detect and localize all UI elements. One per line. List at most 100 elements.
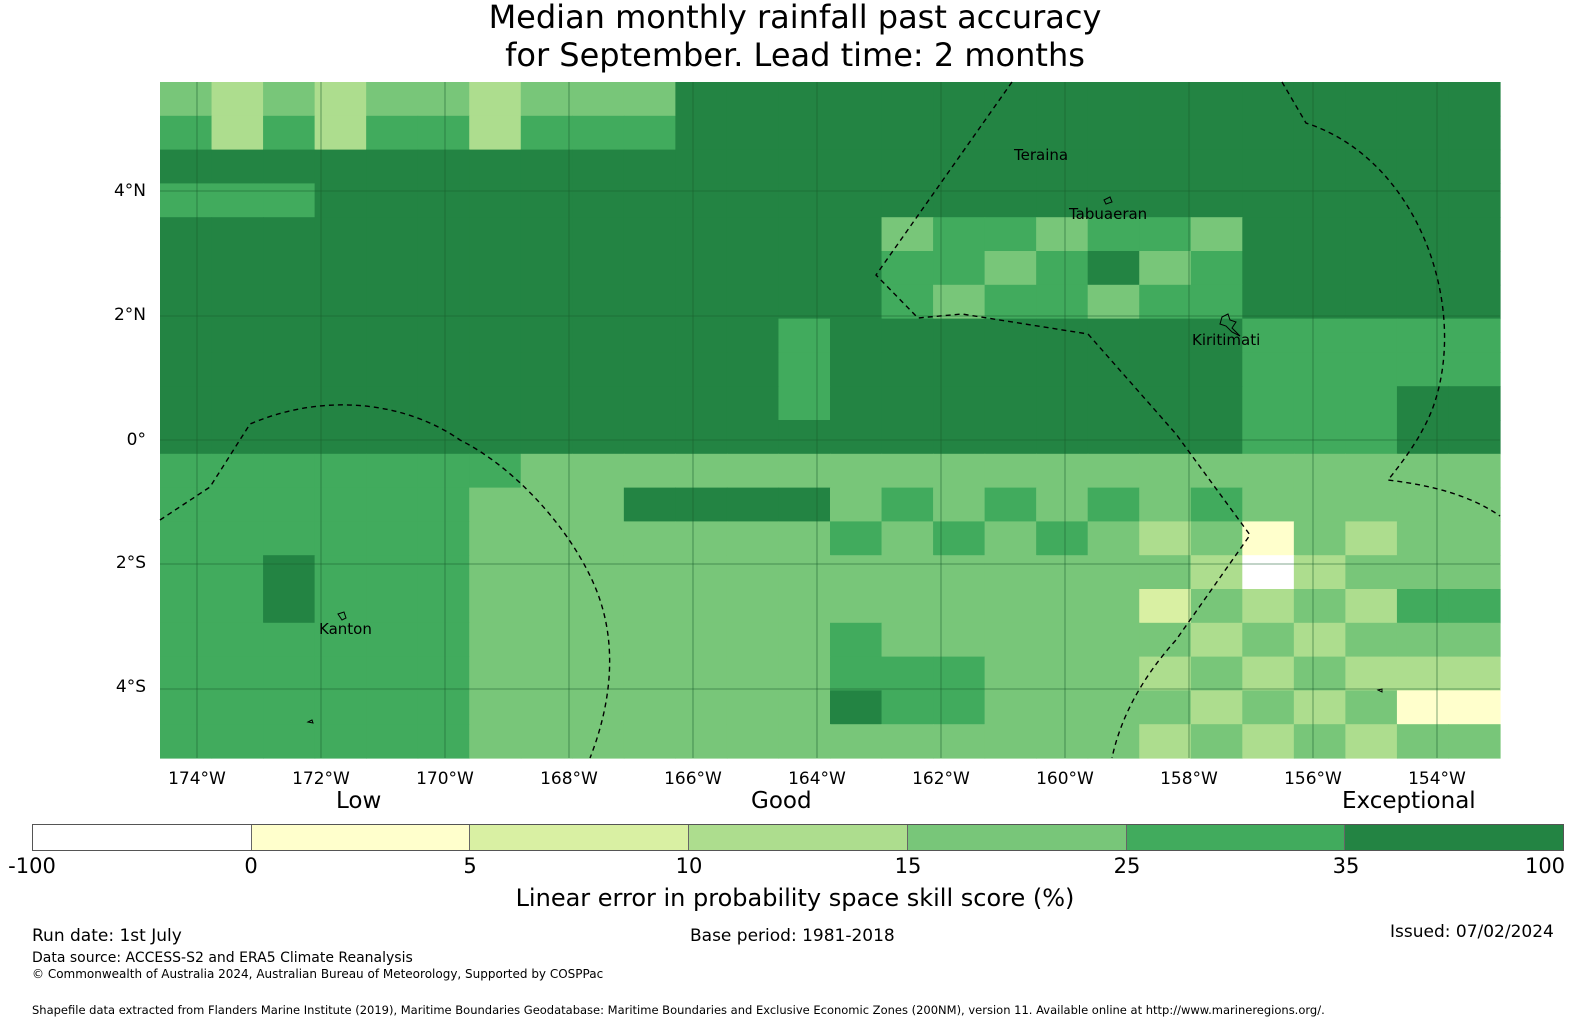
grid-cell <box>726 251 780 286</box>
grid-cell <box>1036 420 1089 455</box>
grid-cell <box>1345 386 1398 421</box>
grid-cell <box>314 217 367 252</box>
grid-cell <box>1396 217 1450 252</box>
grid-cell <box>520 251 573 286</box>
grid-cell <box>263 690 316 725</box>
grid-cell <box>572 217 625 252</box>
colorbar <box>32 824 1564 851</box>
grid-cell <box>1087 555 1140 590</box>
grid-cell <box>263 82 316 117</box>
grid-cell <box>1139 690 1192 725</box>
grid-cell <box>160 622 213 658</box>
skill-grid <box>160 82 1501 759</box>
grid-cell <box>1448 284 1501 320</box>
grid-cell <box>314 453 367 489</box>
grid-cell <box>160 453 213 489</box>
grid-cell <box>1036 386 1089 421</box>
grid-cell <box>726 487 780 522</box>
grid-cell <box>1190 284 1243 320</box>
grid-cell <box>623 420 676 455</box>
grid-cell <box>881 487 934 522</box>
grid-cell <box>726 622 780 658</box>
grid-cell <box>417 217 470 252</box>
grid-cell <box>1036 453 1089 489</box>
lon-label-154w: 154°W <box>1408 769 1466 789</box>
grid-cell <box>572 622 625 658</box>
grid-cell <box>675 589 728 624</box>
grid-cell <box>469 453 522 489</box>
grid-cell <box>778 521 831 556</box>
grid-cell <box>1396 183 1450 218</box>
grid-cell <box>1293 183 1346 218</box>
grid-cell <box>675 690 728 725</box>
grid-cell <box>366 115 419 151</box>
island-kanton <box>337 611 347 621</box>
grid-cell <box>1087 622 1140 658</box>
grid-cell <box>984 318 1037 353</box>
grid-cell <box>726 589 780 624</box>
grid-cell <box>778 115 831 151</box>
grid-cell <box>417 724 470 759</box>
grid-cell <box>366 622 419 658</box>
grid-cell <box>1345 149 1398 184</box>
grid-cell <box>469 318 522 353</box>
lon-label-166w: 166°W <box>664 769 722 789</box>
grid-cell <box>1345 487 1398 522</box>
grid-cell <box>1345 453 1398 489</box>
grid-cell <box>933 284 986 320</box>
grid-cell <box>623 352 676 387</box>
grid-cell <box>520 724 573 759</box>
grid-cell <box>263 149 316 184</box>
grid-cell <box>726 82 780 117</box>
grid-cell <box>417 589 470 624</box>
grid-cell <box>1293 386 1346 421</box>
grid-cell <box>160 724 213 759</box>
grid-cell <box>469 656 522 691</box>
grid-cell <box>1448 420 1501 455</box>
grid-cell <box>881 453 934 489</box>
grid-cell <box>1242 724 1295 759</box>
grid-cell <box>1139 521 1192 556</box>
grid-cell <box>830 453 883 489</box>
grid-cell <box>984 589 1037 624</box>
grid-cell <box>1345 521 1398 556</box>
grid-cell <box>1396 622 1450 658</box>
grid-cell <box>1448 487 1501 522</box>
grid-cell <box>314 352 367 387</box>
grid-cell <box>160 386 213 421</box>
grid-cell <box>314 115 367 151</box>
grid-cell <box>1345 724 1398 759</box>
grid-cell <box>366 420 419 455</box>
grid-cell <box>366 217 419 252</box>
grid-cell <box>984 115 1037 151</box>
grid-cell <box>830 622 883 658</box>
grid-cell <box>314 183 367 218</box>
grid-cell <box>1396 386 1450 421</box>
grid-cell <box>1036 555 1089 590</box>
grid-cell <box>1448 521 1501 556</box>
grid-cell <box>1293 589 1346 624</box>
grid-cell <box>211 251 264 286</box>
grid-cell <box>1242 217 1295 252</box>
island-tabuaeran <box>1103 196 1113 205</box>
grid-cell <box>1139 217 1192 252</box>
grid-cell <box>675 217 728 252</box>
grid-cell <box>726 724 780 759</box>
grid-cell <box>778 149 831 184</box>
grid-cell <box>469 284 522 320</box>
grid-cell <box>778 487 831 522</box>
grid-cell <box>520 149 573 184</box>
grid-cell <box>1293 622 1346 658</box>
grid-cell <box>1139 82 1192 117</box>
grid-cell <box>572 724 625 759</box>
grid-cell <box>1036 82 1089 117</box>
colorbar-tick: 15 <box>894 854 922 878</box>
grid-cell <box>469 352 522 387</box>
grid-cell <box>1293 82 1346 117</box>
grid-cell <box>881 149 934 184</box>
grid-cell <box>572 386 625 421</box>
grid-cell <box>830 656 883 691</box>
grid-cell <box>984 352 1037 387</box>
grid-cell <box>211 622 264 658</box>
grid-cell <box>263 521 316 556</box>
